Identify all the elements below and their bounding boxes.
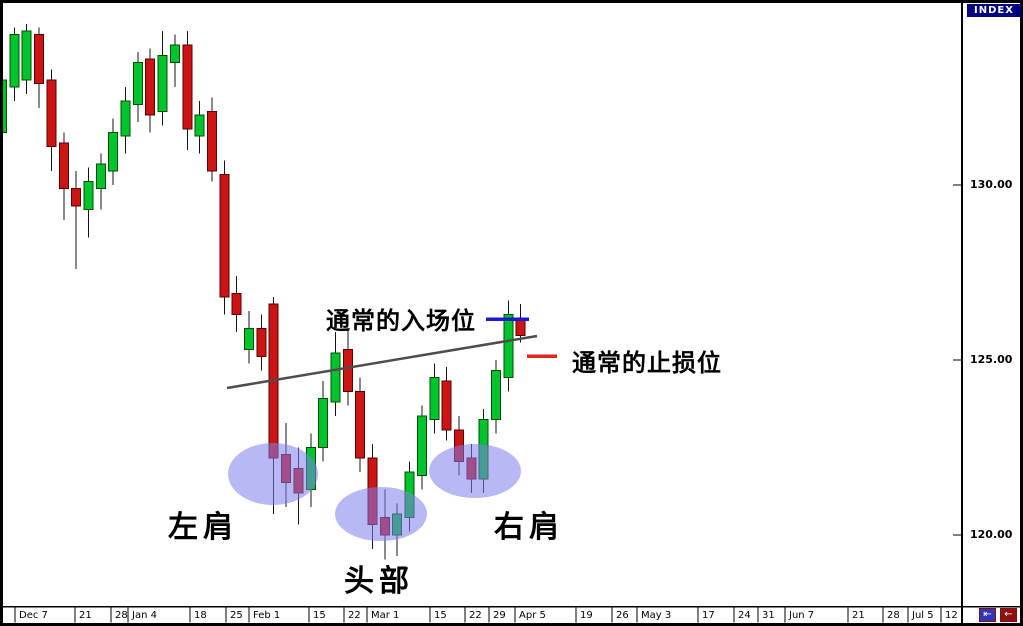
candle-body [132,62,143,105]
candle-body [206,111,217,172]
pattern-ellipse [228,443,318,505]
candle-body [355,391,366,459]
candle-body [244,328,254,350]
candle-body [231,293,242,315]
candle-body [441,380,452,431]
neckline [226,334,538,390]
candle-body [95,163,106,189]
candle-body [429,377,440,420]
pattern-ellipse [429,444,521,498]
candle-body [182,44,193,130]
candle-body [342,349,353,392]
candle-body [194,114,205,137]
candle-body [120,100,131,137]
pattern-ellipse [335,487,427,541]
head-label: 头部 [344,564,414,599]
scroll-left-button[interactable]: ← [1000,608,1017,622]
candle-body [34,34,45,84]
candle-body [318,398,329,448]
candle-body [9,34,20,88]
candle-body [145,58,156,116]
candle-body [71,188,82,207]
candle-body [219,174,230,298]
scroll-left-icon: ← [1004,609,1013,620]
candle-body [503,314,514,378]
candle-body [416,415,427,476]
candle-body [46,79,57,147]
candle-body [491,370,501,420]
scroll-to-start-button[interactable]: ⇤ [979,608,996,622]
candle-body [256,328,267,357]
scroll-to-start-icon: ⇤ [983,609,992,620]
stop-loss-annotation: 通常的止损位 [572,348,722,377]
candle-body [169,44,180,63]
candle-body [83,181,94,210]
right-shoulder-label: 右肩 [494,510,564,545]
candle-body [108,132,119,172]
candle-body [21,30,32,81]
candle-body [330,352,341,403]
left-shoulder-label: 左肩 [168,510,238,545]
entry-annotation: 通常的入场位 [326,306,476,335]
candle-body [58,142,69,189]
candle-body [157,55,168,112]
instrument-badge: INDEX [967,4,1021,17]
